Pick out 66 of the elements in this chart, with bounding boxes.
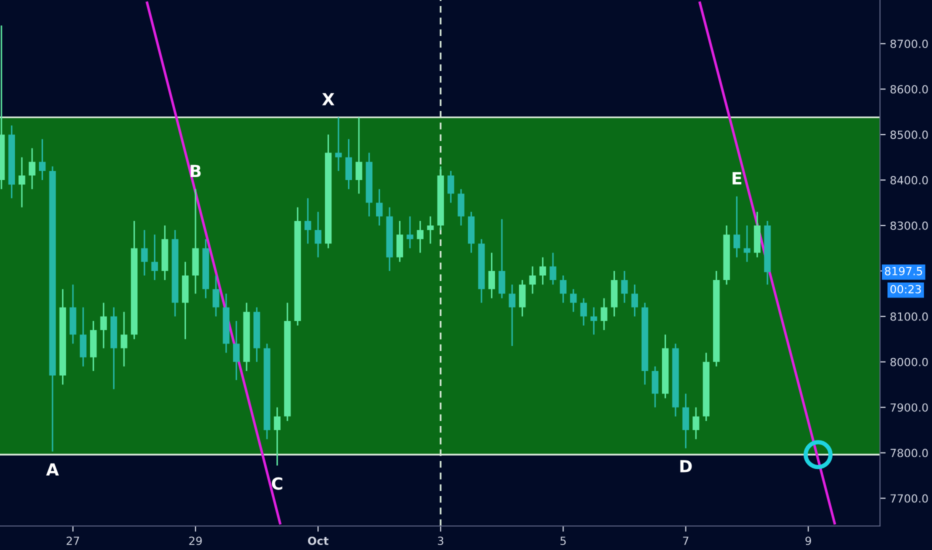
candlestick — [406, 216, 414, 249]
candlestick — [580, 298, 587, 326]
y-tick-label: 8100.0 — [890, 312, 928, 321]
candlestick — [356, 116, 362, 194]
annotation: E — [732, 172, 742, 184]
y-tick-label: 8600.0 — [890, 85, 928, 94]
candlestick — [692, 406, 700, 440]
candlestick — [80, 306, 86, 368]
candlestick — [529, 266, 536, 294]
x-tick-label: 9 — [805, 536, 812, 546]
candlestick — [376, 188, 383, 226]
annotation: C — [272, 477, 282, 490]
text: 8197.5 — [884, 266, 922, 276]
x-tick-label: 5 — [560, 536, 566, 546]
candlestick — [600, 298, 608, 331]
candlestick — [590, 306, 598, 336]
candlestick — [100, 302, 107, 349]
y-tick-label: 7700.0 — [890, 494, 928, 503]
annotation: X — [322, 93, 334, 106]
candlestick — [539, 256, 546, 286]
candlestick — [38, 138, 46, 181]
candlestick — [396, 220, 404, 263]
candlestick — [18, 156, 26, 208]
y-tick-label: 8500.0 — [890, 130, 928, 139]
x-tick-label: 3 — [438, 536, 444, 546]
x-tick-label: 29 — [189, 536, 202, 546]
candlestick — [120, 311, 128, 368]
x-tick-label: Oct — [308, 536, 328, 546]
candlestick — [212, 274, 220, 318]
candlestick — [560, 274, 566, 304]
candlestick — [631, 284, 638, 318]
candlestick — [508, 284, 516, 347]
annotation: A — [46, 463, 59, 476]
candlestick — [335, 116, 342, 172]
candlestick — [733, 196, 740, 258]
candlestick — [141, 229, 148, 276]
y-tick-label: 8700.0 — [890, 40, 928, 48]
candlestick — [519, 279, 526, 318]
candlestick — [458, 188, 464, 226]
y-tick-label: 8300.0 — [890, 221, 928, 230]
candlestick — [550, 252, 556, 286]
candlestick — [416, 220, 424, 254]
candlestick — [621, 270, 628, 304]
x-tick-label: 27 — [66, 536, 80, 545]
annotation: D — [680, 460, 692, 472]
candlestick — [682, 393, 690, 449]
candlestick — [427, 216, 434, 244]
y-tick-label: 7900.0 — [890, 403, 928, 412]
candlestick — [744, 224, 750, 263]
candlestick — [304, 198, 312, 244]
candlestick — [345, 138, 352, 190]
candlestick — [488, 252, 496, 299]
y-tick-label: 8000.0 — [890, 358, 928, 366]
candlestick — [448, 170, 454, 204]
text: 00:23 — [890, 284, 921, 294]
candlestick — [28, 148, 36, 190]
y-tick-label: 7800.0 — [890, 448, 928, 458]
candlestick — [314, 211, 322, 258]
y-tick-label: 8400.0 — [890, 176, 928, 184]
candlestick — [570, 288, 577, 313]
candlestick — [151, 234, 158, 281]
candlestick — [498, 218, 506, 299]
candlestick — [274, 406, 281, 466]
candlestick — [233, 320, 240, 381]
x-tick-label: 7 — [683, 536, 688, 545]
candlestick — [652, 366, 658, 408]
